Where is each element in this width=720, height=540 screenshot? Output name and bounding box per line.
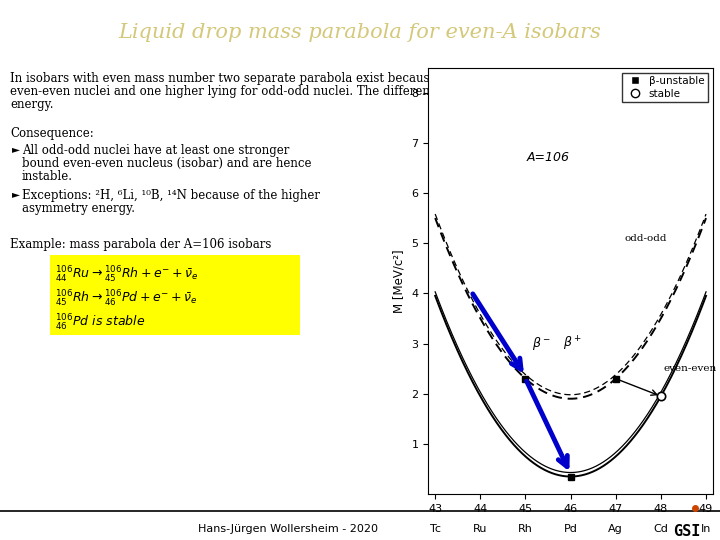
Text: $^{106}_{45}Rh \rightarrow {}^{106}_{46}Pd + e^{-} + \bar{\nu}_e$: $^{106}_{45}Rh \rightarrow {}^{106}_{46}… xyxy=(55,289,197,309)
Text: In isobars with even mass number two separate parabola exist because of the pair: In isobars with even mass number two sep… xyxy=(10,72,616,85)
Bar xyxy=(50,255,300,335)
Text: Hans-Jürgen Wollersheim - 2020: Hans-Jürgen Wollersheim - 2020 xyxy=(198,524,378,534)
Text: $\beta^-$: $\beta^-$ xyxy=(532,335,551,352)
Text: A=106: A=106 xyxy=(526,151,570,164)
Text: All odd-odd nuclei have at least one stronger: All odd-odd nuclei have at least one str… xyxy=(22,144,289,157)
Text: ►: ► xyxy=(12,189,20,199)
Text: $^{106}_{44}Ru \rightarrow {}^{106}_{45}Rh + e^{-} + \bar{\nu}_e$: $^{106}_{44}Ru \rightarrow {}^{106}_{45}… xyxy=(55,265,199,285)
Text: Exceptions: ²H, ⁶Li, ¹⁰B, ¹⁴N because of the higher: Exceptions: ²H, ⁶Li, ¹⁰B, ¹⁴N because of… xyxy=(22,189,320,202)
Text: asymmetry energy.: asymmetry energy. xyxy=(22,202,135,215)
Text: energy.: energy. xyxy=(10,98,53,111)
Text: Liquid drop mass parabola for even-A isobars: Liquid drop mass parabola for even-A iso… xyxy=(119,23,601,42)
Legend: β-unstable, stable: β-unstable, stable xyxy=(622,73,708,102)
Text: even-even: even-even xyxy=(663,364,716,373)
Text: instable.: instable. xyxy=(22,170,73,183)
Text: GSI: GSI xyxy=(673,524,701,538)
Y-axis label: M [MeV/c²]: M [MeV/c²] xyxy=(393,249,406,313)
Text: $\beta^+$: $\beta^+$ xyxy=(563,334,582,353)
Text: even-even nuclei and one higher lying for odd-odd nuclei. The difference is 2δ, : even-even nuclei and one higher lying fo… xyxy=(10,85,584,98)
Text: ►: ► xyxy=(12,144,20,154)
Text: Consequence:: Consequence: xyxy=(10,127,94,140)
Text: Example: mass parabola der A=106 isobars: Example: mass parabola der A=106 isobars xyxy=(10,238,271,251)
Text: bound even-even nucleus (isobar) and are hence: bound even-even nucleus (isobar) and are… xyxy=(22,157,312,170)
Text: odd-odd: odd-odd xyxy=(625,234,667,242)
Text: $^{106}_{46}Pd\ \mathit{is\ stable}$: $^{106}_{46}Pd\ \mathit{is\ stable}$ xyxy=(55,313,145,333)
